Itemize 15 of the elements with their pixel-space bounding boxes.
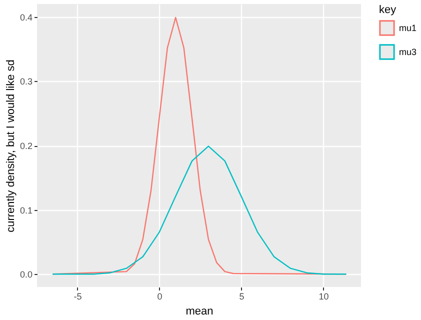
y-tick-label: 0.0 xyxy=(20,270,32,280)
x-axis-title: mean xyxy=(186,306,214,318)
x-tick-label: 0 xyxy=(157,292,162,302)
line-series xyxy=(52,146,347,275)
legend-title: key xyxy=(379,4,397,16)
y-tick-label: 0.3 xyxy=(20,76,32,87)
legend-label: mu1 xyxy=(399,23,417,33)
x-tick-label: 10 xyxy=(318,292,329,302)
y-tick-label: 0.1 xyxy=(20,205,32,216)
legend-label: mu3 xyxy=(399,47,417,57)
y-axis-title: currently density, but I would like sd xyxy=(4,60,17,232)
y-tick-label: 0.2 xyxy=(20,141,32,151)
x-tick-label: 5 xyxy=(239,292,244,302)
y-tick-label: 0.4 xyxy=(20,12,32,22)
x-tick-label: -5 xyxy=(74,292,82,302)
